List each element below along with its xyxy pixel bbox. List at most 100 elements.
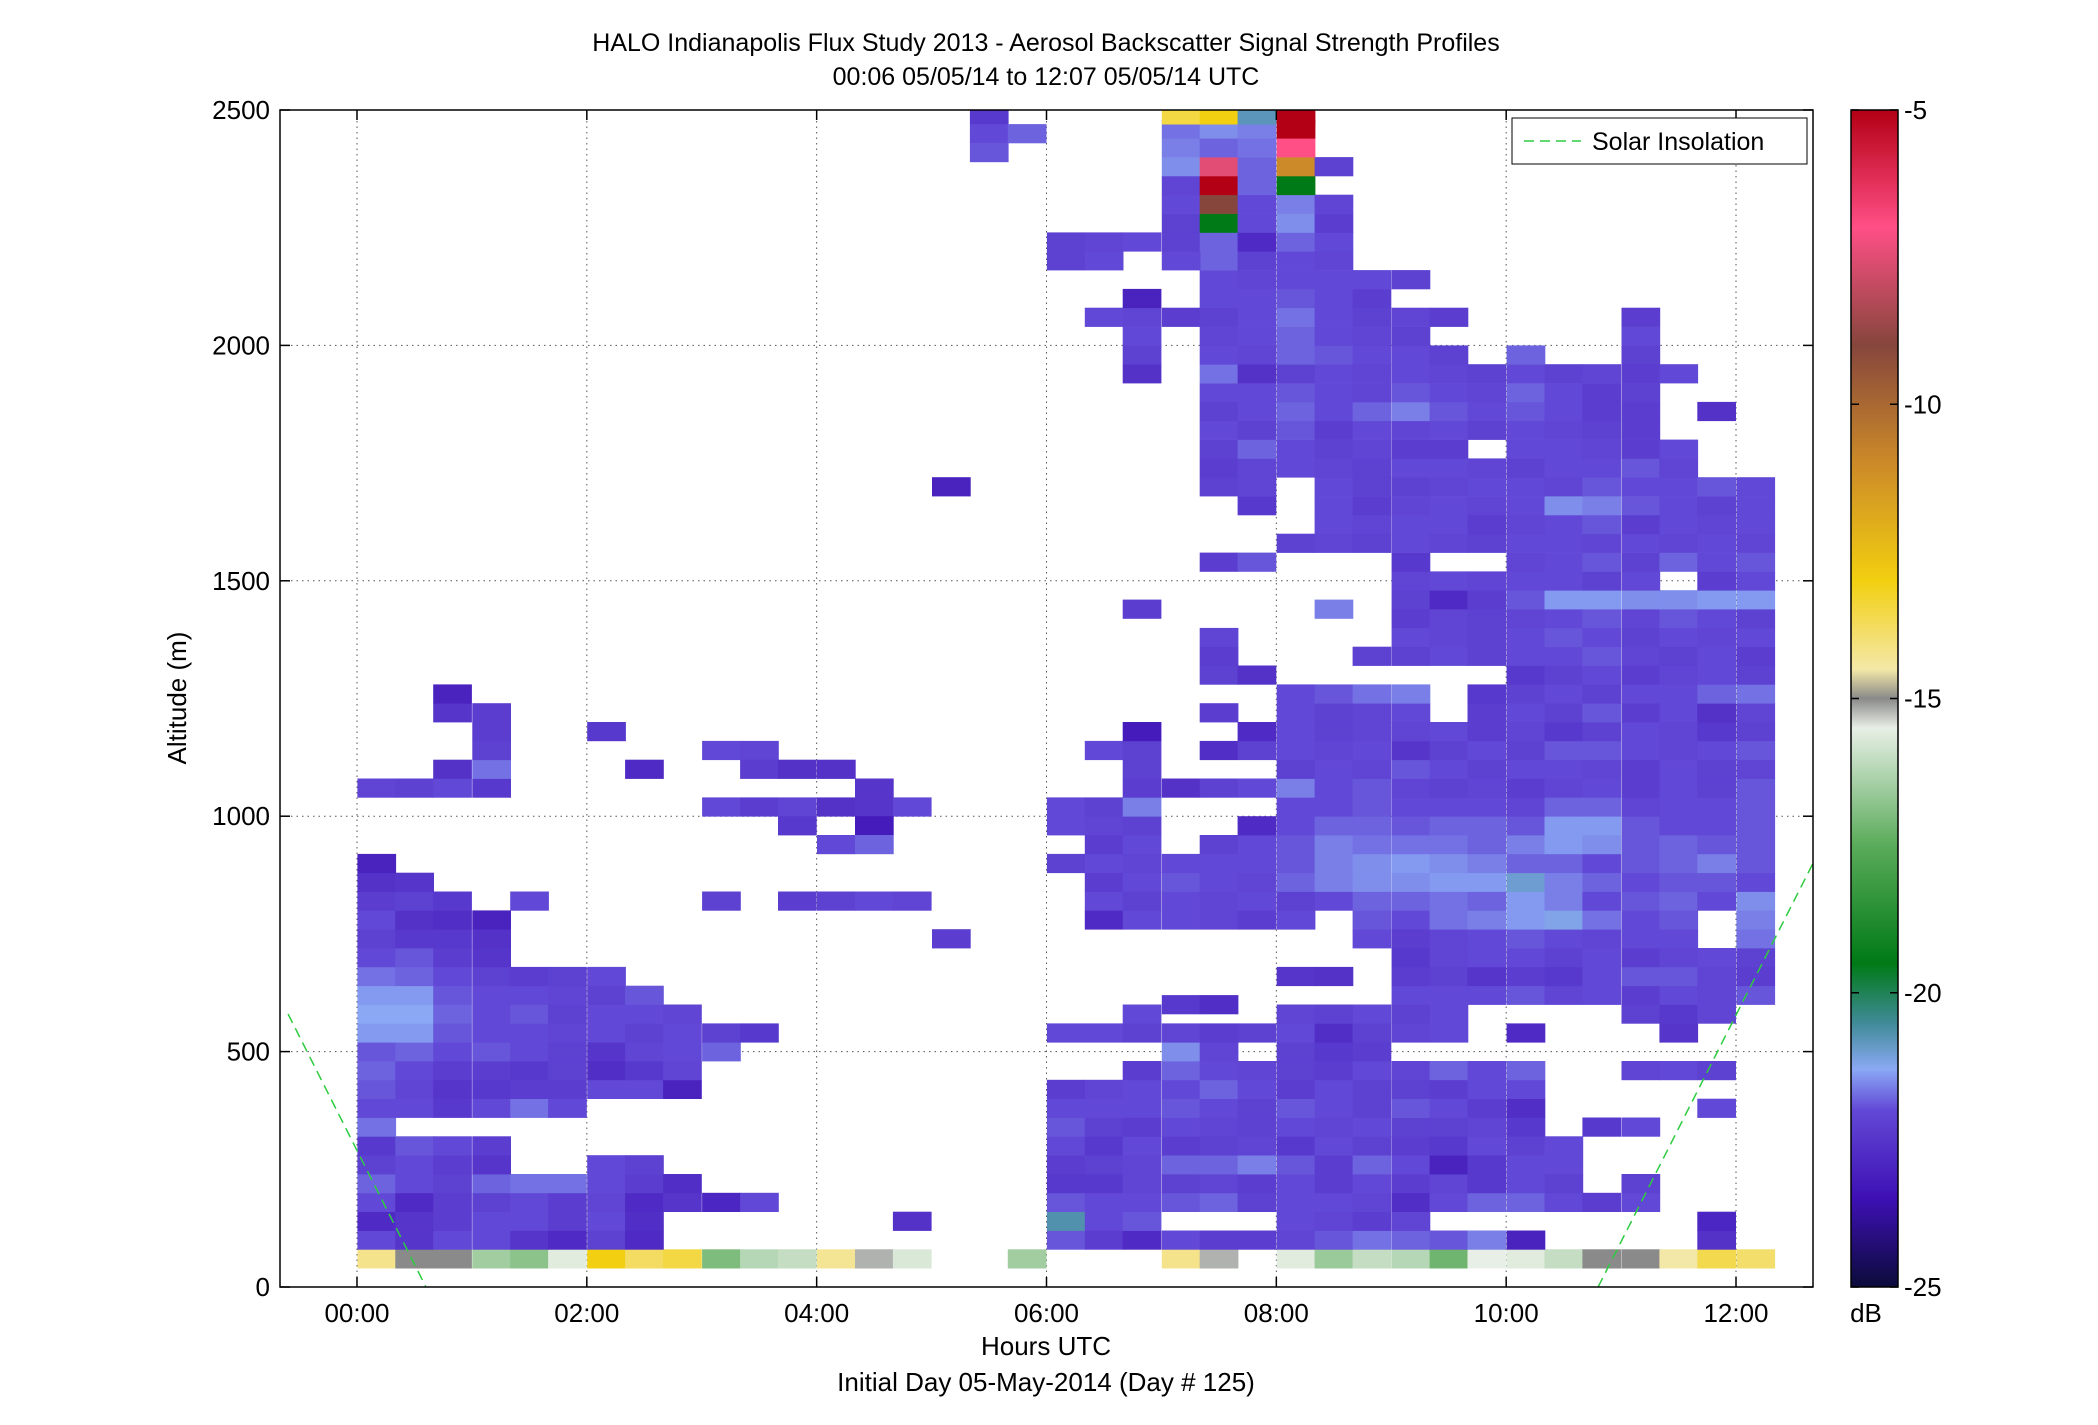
- heatmap-cell: [1697, 609, 1736, 629]
- heatmap-cell: [1544, 1155, 1584, 1175]
- heatmap-cell: [1352, 1023, 1392, 1043]
- heatmap-cell: [1391, 458, 1431, 478]
- heatmap-cell: [1391, 1230, 1431, 1250]
- heatmap-cell: [1352, 1061, 1392, 1081]
- heatmap-cell: [663, 1079, 702, 1099]
- heatmap-cell: [1237, 364, 1277, 384]
- heatmap-cell: [1659, 1249, 1699, 1269]
- heatmap-cell: [395, 778, 434, 798]
- heatmap-cell: [433, 1249, 472, 1269]
- heatmap-cell: [1314, 853, 1354, 874]
- heatmap-cell: [1429, 1079, 1469, 1099]
- heatmap-cell: [1544, 364, 1584, 384]
- heatmap-cell: [855, 778, 894, 798]
- heatmap-cell: [1237, 307, 1277, 327]
- heatmap-cell: [1314, 514, 1354, 535]
- heatmap-cell: [1621, 665, 1661, 685]
- heatmap-cell: [1506, 703, 1546, 723]
- heatmap-cell: [1582, 759, 1622, 779]
- heatmap-cell: [1161, 110, 1201, 125]
- heatmap-cell: [1199, 1042, 1239, 1062]
- heatmap-cell: [472, 1061, 511, 1081]
- heatmap-cell: [510, 1004, 549, 1024]
- heatmap-cell: [1506, 458, 1546, 478]
- heatmap-cell: [395, 966, 434, 987]
- heatmap-cell: [472, 759, 511, 779]
- heatmap-cell: [1276, 872, 1316, 892]
- heatmap-cell: [1659, 1061, 1699, 1081]
- heatmap-cell: [663, 1061, 702, 1081]
- heatmap-cell: [1582, 740, 1622, 761]
- heatmap-cell: [1391, 872, 1431, 892]
- heatmap-cell: [1621, 307, 1661, 327]
- heatmap-cell: [1621, 1117, 1661, 1137]
- heatmap-cell: [548, 1004, 587, 1024]
- x-tick-label: 12:00: [1703, 1298, 1768, 1328]
- heatmap-cell: [1122, 910, 1162, 930]
- heatmap-cell: [1544, 458, 1584, 478]
- heatmap-cell: [1697, 1061, 1736, 1081]
- heatmap-cell: [1314, 401, 1354, 422]
- heatmap-cell: [1659, 477, 1699, 497]
- heatmap-cell: [1237, 477, 1277, 497]
- heatmap-cell: [1314, 1061, 1354, 1081]
- heatmap-cell: [1352, 722, 1392, 742]
- heatmap-cell: [1736, 853, 1776, 874]
- heatmap-cell: [1659, 740, 1699, 761]
- heatmap-cell: [1122, 1061, 1162, 1081]
- heatmap-cell: [357, 1042, 397, 1062]
- heatmap-cell: [1122, 816, 1162, 836]
- heatmap-cell: [702, 891, 741, 911]
- y-tick-label: 500: [227, 1037, 270, 1067]
- heatmap-cell: [1697, 477, 1736, 497]
- heatmap-cell: [510, 1211, 549, 1231]
- heatmap-cell: [1046, 1192, 1086, 1212]
- heatmap-cell: [1276, 1117, 1316, 1137]
- heatmap-cell: [1621, 627, 1661, 648]
- heatmap-cell: [1237, 1079, 1277, 1099]
- heatmap-cell: [1621, 646, 1661, 666]
- heatmap-cell: [1506, 627, 1546, 648]
- x-tick-label: 10:00: [1474, 1298, 1539, 1328]
- heatmap-cell: [433, 966, 472, 987]
- heatmap-cell: [1276, 722, 1316, 742]
- heatmap-cell: [1736, 665, 1776, 685]
- heatmap-cell: [1276, 110, 1316, 125]
- heatmap-cell: [1276, 1174, 1316, 1194]
- heatmap-cell: [1352, 345, 1392, 365]
- heatmap-cell: [1544, 533, 1584, 553]
- heatmap-cell: [1736, 552, 1776, 572]
- heatmap-cell: [969, 110, 1009, 125]
- x-axis-sublabel: Initial Day 05-May-2014 (Day # 125): [837, 1367, 1255, 1397]
- heatmap-cell: [1467, 571, 1507, 591]
- heatmap-cell: [1582, 590, 1622, 610]
- heatmap-cell: [702, 740, 741, 761]
- heatmap-cell: [1391, 646, 1431, 666]
- heatmap-cell: [1659, 439, 1699, 459]
- heatmap-cell: [1697, 816, 1736, 836]
- heatmap-cell: [1391, 609, 1431, 629]
- heatmap-cell: [1621, 778, 1661, 798]
- heatmap-cell: [625, 1079, 664, 1099]
- heatmap-cell: [1084, 891, 1124, 911]
- colorbar-tick-label: -25: [1904, 1272, 1942, 1302]
- heatmap-cell: [1736, 835, 1776, 855]
- heatmap-cell: [1467, 1098, 1507, 1118]
- heatmap-cell: [1391, 759, 1431, 779]
- heatmap-cell: [1352, 853, 1392, 874]
- heatmap-cell: [1199, 552, 1239, 572]
- heatmap-cell: [1314, 1249, 1354, 1269]
- heatmap-cell: [1697, 759, 1736, 779]
- heatmap-cell: [433, 684, 472, 704]
- heatmap-cell: [1237, 665, 1277, 685]
- heatmap-cell: [1659, 496, 1699, 516]
- heatmap-cell: [433, 1136, 472, 1156]
- heatmap-cell: [1046, 853, 1086, 874]
- heatmap-cell: [548, 1061, 587, 1081]
- heatmap-cell: [1161, 175, 1201, 196]
- heatmap-cell: [1429, 1117, 1469, 1137]
- colorbar-tick-label: -10: [1904, 389, 1942, 419]
- heatmap-cell: [1621, 1061, 1661, 1081]
- heatmap-cell: [855, 835, 894, 855]
